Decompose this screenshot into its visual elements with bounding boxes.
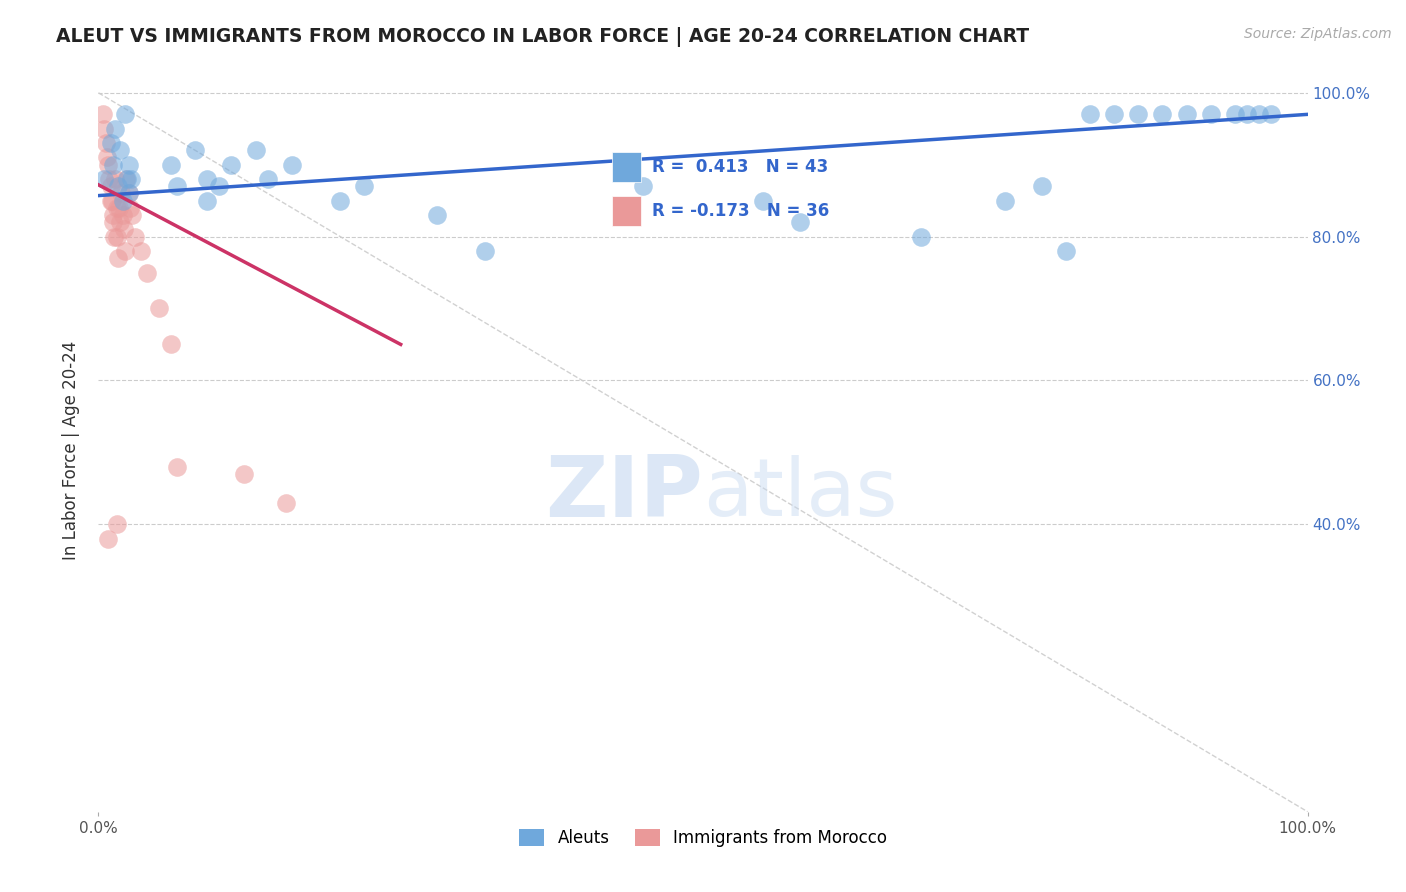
Point [100, 194, 122, 208]
Point [474, 244, 496, 258]
Point [118, 186, 141, 201]
Point [232, 467, 254, 481]
Point [120, 172, 142, 186]
Point [221, 158, 243, 172]
Point [107, 179, 129, 194]
Point [752, 194, 775, 208]
Point [104, 172, 127, 186]
Point [108, 144, 131, 158]
Point [1175, 107, 1198, 121]
Point [98, 172, 121, 186]
Point [1078, 107, 1101, 121]
Point [112, 222, 135, 236]
Point [93, 121, 115, 136]
Point [256, 172, 278, 186]
Point [195, 194, 218, 208]
Point [631, 179, 654, 194]
Point [105, 229, 128, 244]
Point [117, 172, 139, 186]
Point [160, 158, 183, 172]
Point [118, 158, 141, 172]
Text: atlas: atlas [703, 455, 897, 533]
Point [121, 208, 143, 222]
Point [114, 107, 136, 121]
Point [110, 186, 132, 201]
Point [1199, 107, 1222, 121]
Point [329, 194, 352, 208]
Point [93, 172, 115, 186]
Y-axis label: In Labor Force | Age 20-24: In Labor Force | Age 20-24 [62, 341, 80, 560]
Point [115, 172, 138, 186]
Point [105, 517, 128, 532]
Point [1260, 107, 1282, 121]
Text: ALEUT VS IMMIGRANTS FROM MOROCCO IN LABOR FORCE | AGE 20-24 CORRELATION CHART: ALEUT VS IMMIGRANTS FROM MOROCCO IN LABO… [56, 27, 1029, 46]
Point [103, 229, 125, 244]
Point [1102, 107, 1125, 121]
Point [166, 179, 188, 194]
Point [994, 194, 1017, 208]
Point [1236, 107, 1258, 121]
Text: Source: ZipAtlas.com: Source: ZipAtlas.com [1244, 27, 1392, 41]
Point [1031, 179, 1053, 194]
Point [111, 208, 134, 222]
Point [1054, 244, 1077, 258]
Point [91, 107, 114, 121]
Point [426, 208, 449, 222]
Point [97, 532, 120, 546]
Point [105, 201, 128, 215]
Point [160, 337, 183, 351]
Bar [612, 152, 641, 182]
Point [135, 266, 157, 280]
Point [111, 194, 134, 208]
Point [1249, 107, 1271, 121]
Point [100, 136, 122, 150]
Point [97, 158, 120, 172]
Point [101, 158, 124, 172]
Point [107, 251, 129, 265]
Point [208, 179, 231, 194]
Point [108, 215, 131, 229]
Point [166, 459, 188, 474]
Text: ZIP: ZIP [546, 452, 703, 535]
Point [195, 172, 218, 186]
Text: R =  0.413   N = 43: R = 0.413 N = 43 [652, 158, 828, 176]
Point [129, 244, 152, 258]
Point [1223, 107, 1246, 121]
Point [1152, 107, 1174, 121]
Point [100, 194, 122, 208]
Point [101, 215, 124, 229]
Bar [612, 195, 641, 226]
Point [148, 301, 170, 316]
Point [118, 201, 141, 215]
Point [124, 229, 146, 244]
Text: R = -0.173   N = 36: R = -0.173 N = 36 [652, 202, 830, 219]
Point [274, 495, 297, 509]
Point [100, 179, 122, 194]
Point [101, 208, 124, 222]
Point [910, 229, 932, 244]
Point [104, 121, 127, 136]
Point [114, 244, 136, 258]
Point [353, 179, 375, 194]
Point [108, 201, 131, 215]
Point [1128, 107, 1150, 121]
Point [281, 158, 304, 172]
Point [96, 151, 118, 165]
Legend: Aleuts, Immigrants from Morocco: Aleuts, Immigrants from Morocco [513, 822, 893, 854]
Point [245, 144, 267, 158]
Point [94, 136, 117, 150]
Point [118, 186, 141, 201]
Point [184, 144, 207, 158]
Point [789, 215, 811, 229]
